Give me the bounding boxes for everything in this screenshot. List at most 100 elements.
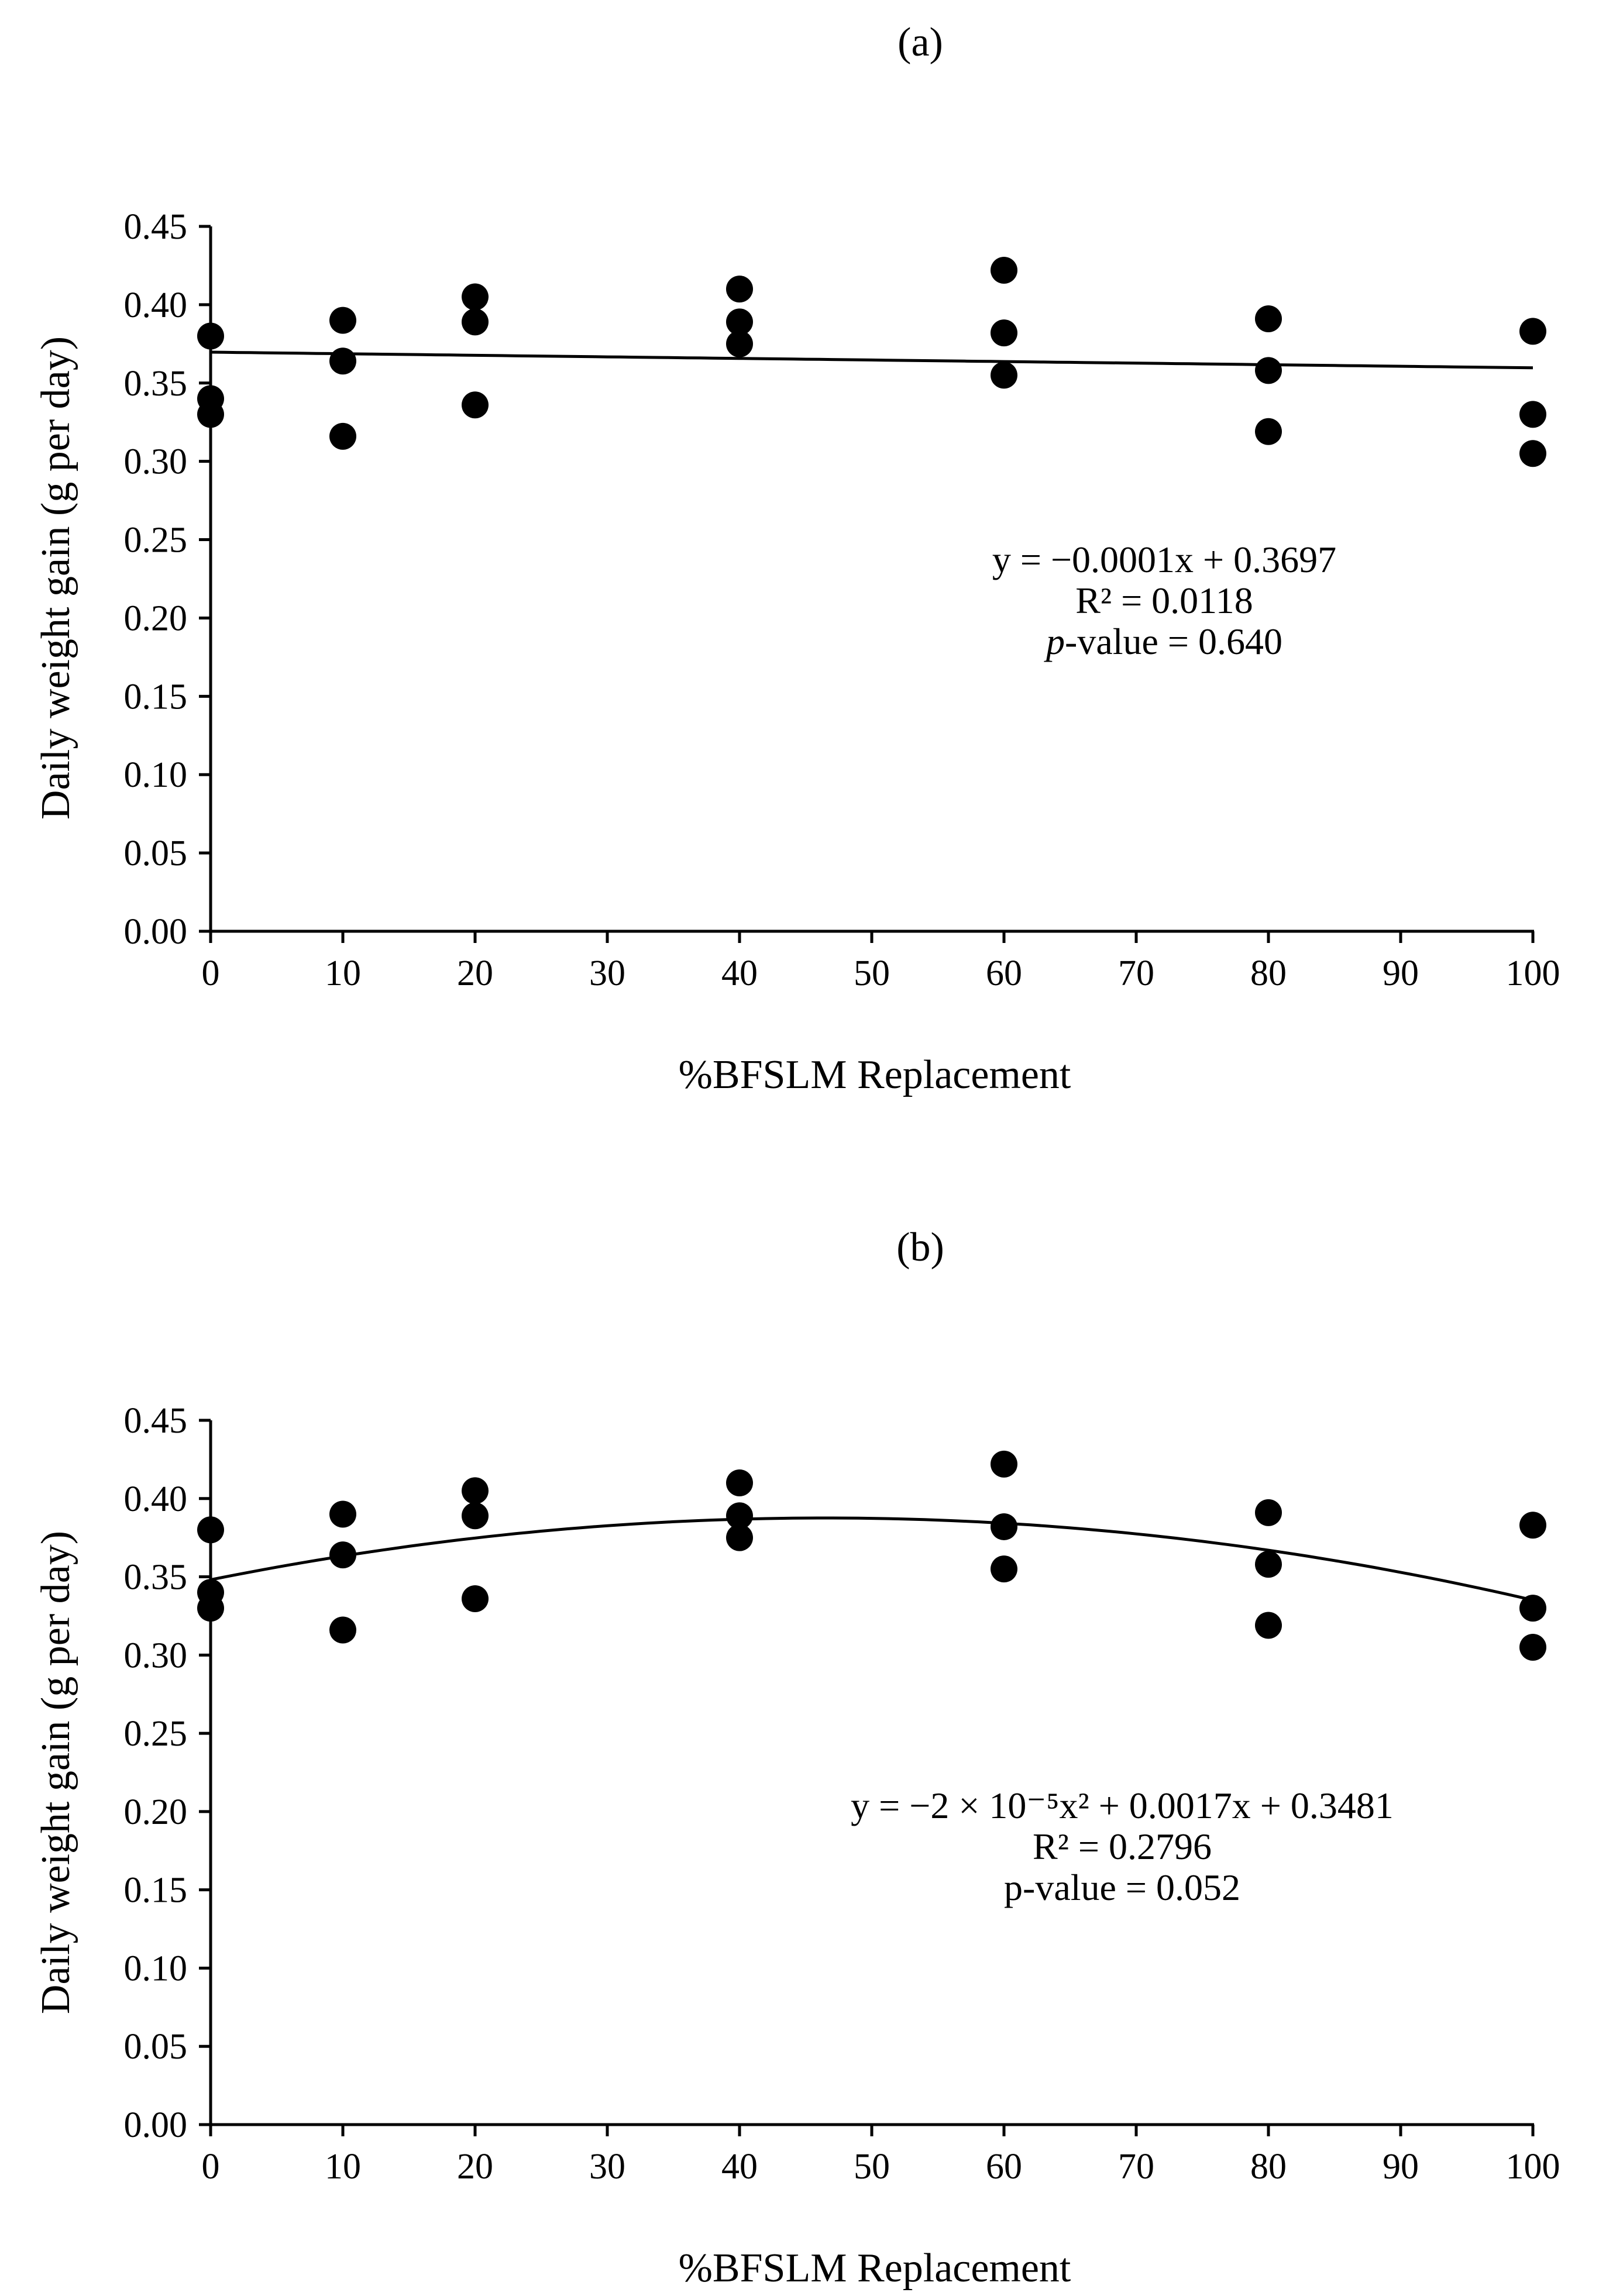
y-tick-label: 0.10 — [124, 755, 188, 795]
trendline-a — [210, 350, 1533, 370]
data-point — [1519, 1633, 1546, 1661]
data-point — [726, 1469, 753, 1497]
y-tick-label: 0.30 — [124, 1636, 188, 1675]
y-tick-label: 0.35 — [124, 1558, 188, 1598]
data-point — [726, 276, 753, 303]
y-tick-label: 0.20 — [124, 1792, 188, 1832]
y-tick-label: 0.40 — [124, 1479, 188, 1519]
data-point — [1519, 318, 1546, 345]
y-tick-label: 0.20 — [124, 598, 188, 638]
p-value-b: p-value = 0.052 — [1004, 1867, 1240, 1908]
y-axis-title-b: Daily weight gain (g per day) — [33, 1531, 78, 2014]
x-axis-title-a: %BFSLM Replacement — [679, 1052, 1071, 1097]
y-tick-label: 0.05 — [124, 2027, 188, 2067]
chart-panel-b: (b) 0.00 0.05 0.10 0.15 0.20 0.25 0.30 0.35 0.40… — [33, 1225, 1560, 2291]
data-point — [1519, 440, 1546, 467]
data-point — [726, 330, 753, 357]
x-tick-label: 20 — [457, 2147, 493, 2187]
data-point — [726, 1524, 753, 1551]
x-tick-label: 100 — [1506, 2147, 1560, 2187]
data-points-a — [197, 256, 1546, 467]
data-point — [462, 391, 489, 419]
y-tick-labels-b: 0.00 0.05 0.10 0.15 0.20 0.25 0.30 0.35 0.40 0.45 — [124, 1401, 188, 2145]
axes-b — [199, 1419, 1535, 2136]
x-tick-label: 0 — [202, 2147, 220, 2187]
data-point — [991, 1513, 1017, 1540]
r-squared-a: R² = 0.0118 — [1075, 580, 1253, 621]
data-point — [991, 362, 1017, 389]
data-point — [1255, 1612, 1282, 1639]
y-tick-label: 0.30 — [124, 442, 188, 482]
data-point — [726, 1502, 753, 1530]
x-tick-label: 90 — [1383, 2147, 1419, 2187]
data-point — [462, 308, 489, 336]
trendline-b — [210, 1516, 1533, 1602]
data-point — [462, 283, 489, 311]
x-tick-label: 10 — [325, 2147, 361, 2187]
x-tick-label: 30 — [589, 2147, 625, 2187]
y-tick-label: 0.45 — [124, 1401, 188, 1441]
trendline-path — [210, 1516, 1533, 1602]
data-point — [197, 1516, 224, 1544]
axes-a — [199, 225, 1535, 943]
data-point — [197, 401, 224, 428]
data-point — [1519, 1595, 1546, 1622]
data-point — [1255, 357, 1282, 384]
y-tick-label: 0.10 — [124, 1949, 188, 1988]
panel-label-b: (b) — [896, 1225, 944, 1270]
data-point — [726, 308, 753, 336]
y-tick-label: 0.25 — [124, 1714, 188, 1754]
x-tick-label: 20 — [457, 953, 493, 993]
x-tick-label: 60 — [986, 2147, 1022, 2187]
data-point — [1255, 418, 1282, 445]
x-tick-label: 70 — [1118, 953, 1154, 993]
data-points-b — [197, 1450, 1546, 1661]
x-tick-label: 10 — [325, 953, 361, 993]
x-tick-labels-a: 0 10 20 30 40 50 60 70 80 90 100 — [202, 953, 1560, 993]
x-tick-label: 40 — [721, 953, 758, 993]
data-point — [1255, 305, 1282, 332]
data-point — [329, 307, 356, 334]
p-value-a-italic: p — [1044, 621, 1065, 662]
data-point — [329, 1616, 356, 1644]
x-tick-label: 0 — [202, 953, 220, 993]
data-point — [197, 1595, 224, 1622]
data-point — [991, 1555, 1017, 1583]
data-point — [329, 422, 356, 450]
x-tick-label: 100 — [1506, 953, 1560, 993]
data-point — [329, 347, 356, 375]
y-tick-label: 0.40 — [124, 285, 188, 325]
data-point — [1255, 1499, 1282, 1526]
x-tick-label: 80 — [1250, 2147, 1287, 2187]
data-point — [329, 1541, 356, 1569]
data-point — [991, 319, 1017, 347]
y-tick-label: 0.00 — [124, 2105, 188, 2145]
x-tick-label: 30 — [589, 953, 625, 993]
data-point — [462, 1502, 489, 1530]
data-point — [991, 256, 1017, 284]
y-tick-label: 0.00 — [124, 912, 188, 952]
data-point — [462, 1477, 489, 1505]
x-tick-label: 80 — [1250, 953, 1287, 993]
equation-b: y = −2 × 10⁻⁵x² + 0.0017x + 0.3481 — [851, 1785, 1394, 1826]
data-point — [462, 1585, 489, 1613]
equation-a: y = −0.0001x + 0.3697 — [992, 539, 1336, 580]
r-squared-b: R² = 0.2796 — [1033, 1826, 1212, 1867]
y-tick-label: 0.05 — [124, 834, 188, 873]
data-point — [197, 322, 224, 350]
data-point — [1255, 1551, 1282, 1578]
p-value-a-rest: -value = 0.640 — [1065, 621, 1282, 662]
panel-label-a: (a) — [897, 20, 943, 65]
x-tick-label: 90 — [1383, 953, 1419, 993]
data-point — [1519, 1512, 1546, 1539]
trendline-path — [210, 350, 1533, 370]
y-axis-title-a: Daily weight gain (g per day) — [33, 336, 78, 820]
p-value-a: p-value = 0.640 — [1044, 621, 1282, 662]
y-tick-label: 0.25 — [124, 521, 188, 560]
x-tick-label: 70 — [1118, 2147, 1154, 2187]
y-tick-label: 0.35 — [124, 364, 188, 404]
y-tick-labels-a: 0.00 0.05 0.10 0.15 0.20 0.25 0.30 0.35 0.40 0.45 — [124, 207, 188, 952]
data-point — [329, 1500, 356, 1528]
x-tick-labels-b: 0 10 20 30 40 50 60 70 80 90 100 — [202, 2147, 1560, 2187]
